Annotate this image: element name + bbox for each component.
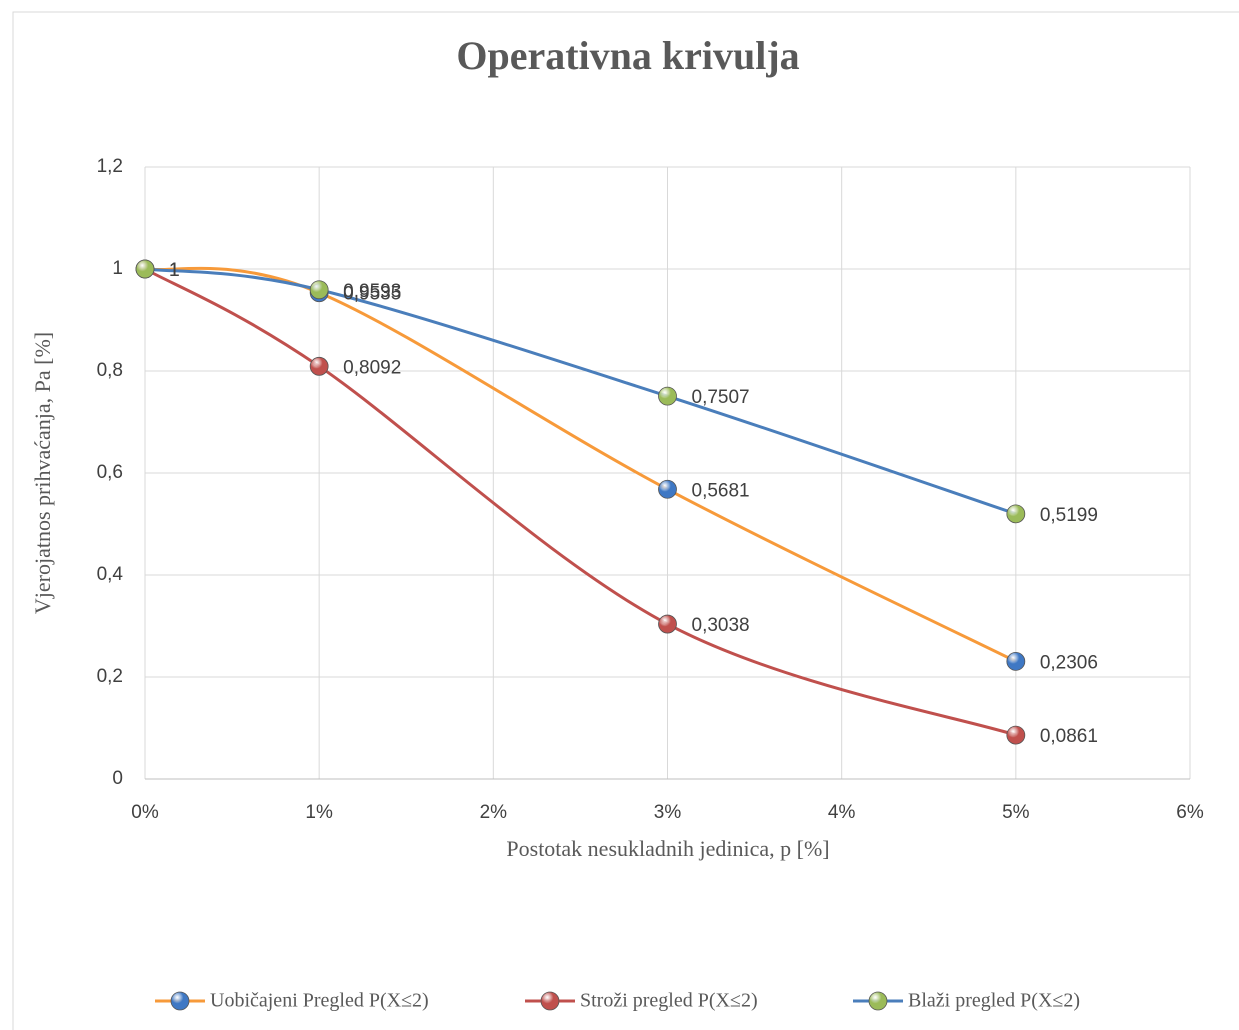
data-label: 1 xyxy=(169,260,180,281)
y-tick-label: 0,4 xyxy=(97,564,124,585)
y-tick-label: 1 xyxy=(112,258,123,279)
data-label: 0,7507 xyxy=(692,387,750,408)
legend-label: Stroži pregled P(X≤2) xyxy=(580,990,758,1012)
x-tick-label: 6% xyxy=(1176,802,1204,823)
data-point xyxy=(658,479,677,499)
chart-border xyxy=(12,11,1239,1030)
y-tick-label: 0,8 xyxy=(97,360,123,381)
data-label: 0,9593 xyxy=(343,281,401,302)
data-point xyxy=(1006,504,1026,524)
data-point xyxy=(658,614,677,634)
x-axis-label: Postotak nesukladnih jedinica, p [%] xyxy=(506,836,829,861)
series-line xyxy=(144,267,1017,737)
data-label: 1 xyxy=(169,260,180,281)
series-line xyxy=(144,266,1017,663)
data-label: 0,3038 xyxy=(692,615,750,636)
data-point xyxy=(658,386,677,406)
x-tick-label: 5% xyxy=(1002,802,1030,823)
data-label: 0,0861 xyxy=(1040,726,1098,747)
x-tick-label: 1% xyxy=(305,802,333,823)
data-point xyxy=(1006,725,1026,745)
x-tick-label: 3% xyxy=(654,802,682,823)
data-label: 0,5681 xyxy=(692,480,750,501)
chart-title: Operativna krivulja xyxy=(456,33,799,78)
y-tick-label: 0,6 xyxy=(97,462,123,483)
data-point xyxy=(135,259,155,279)
y-tick-label: 0,2 xyxy=(97,666,123,687)
legend-label: Blaži pregled P(X≤2) xyxy=(908,990,1080,1012)
data-label: 0,8092 xyxy=(343,357,401,378)
legend-marker xyxy=(868,991,888,1011)
y-tick-label: 0 xyxy=(112,768,123,789)
x-tick-label: 2% xyxy=(480,802,508,823)
legend-marker xyxy=(170,991,190,1011)
data-point xyxy=(309,280,329,300)
y-tick-label: 1,2 xyxy=(97,156,123,177)
data-point xyxy=(1006,651,1026,671)
series-line xyxy=(144,267,1017,516)
x-tick-label: 4% xyxy=(828,802,856,823)
data-label: 0,9535 xyxy=(343,284,401,305)
y-axis-label: Vjerojatnos prihvaćanja, Pa [%] xyxy=(30,332,55,614)
data-label: 0,5199 xyxy=(1040,505,1098,526)
data-point xyxy=(309,356,329,376)
legend-marker xyxy=(540,991,560,1011)
data-label: 0,2306 xyxy=(1040,652,1098,673)
data-label: 1 xyxy=(169,260,180,281)
legend-label: Uobičajeni Pregled P(X≤2) xyxy=(210,990,429,1012)
x-tick-label: 0% xyxy=(131,802,159,823)
